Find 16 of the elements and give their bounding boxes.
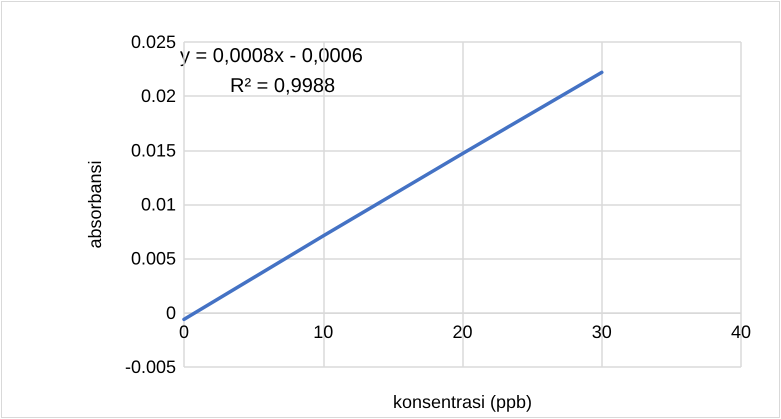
y-tick-label: 0 <box>166 302 176 323</box>
x-tick-label: 10 <box>313 322 334 342</box>
y-tick-label: 0.02 <box>140 86 176 106</box>
y-tick-label: 0.025 <box>130 32 176 52</box>
x-axis-title: konsentrasi (ppb) <box>392 392 532 412</box>
line-series <box>182 70 604 322</box>
y-axis-title: absorbansi <box>85 160 105 249</box>
x-tick-label: 40 <box>730 322 752 342</box>
x-tick-label: 20 <box>452 322 473 342</box>
y-tick-label: -0.005 <box>124 357 176 377</box>
y-tick-label: 0.005 <box>130 248 176 269</box>
x-tick-label: 0 <box>178 322 190 342</box>
y-tick-label: 0.015 <box>130 140 176 160</box>
x-tick-label: 30 <box>592 322 612 342</box>
annotation: R² = 0,9988 <box>230 75 336 97</box>
y-tick-label: 0.01 <box>140 194 176 214</box>
